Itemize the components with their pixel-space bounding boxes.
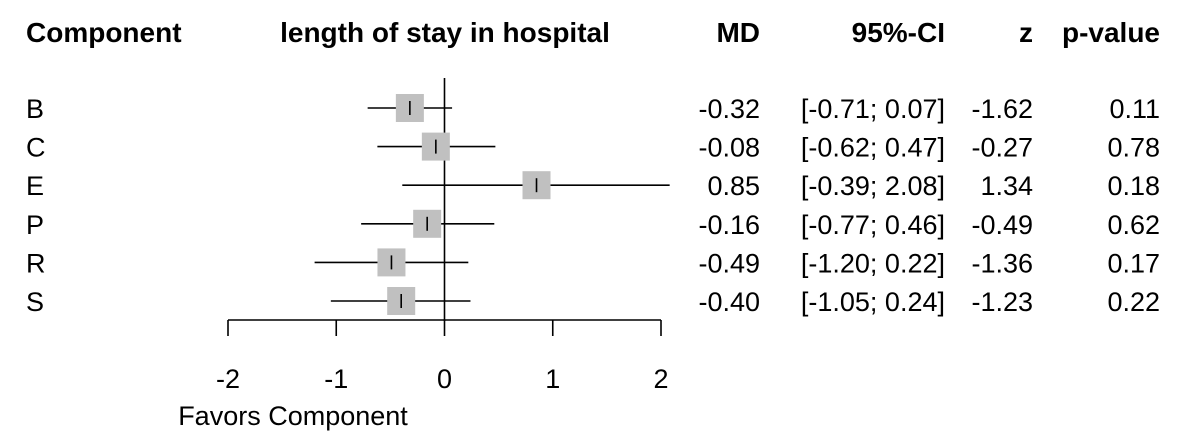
table-row: E 0.85 [-0.39; 2.08] 1.34 0.18 bbox=[26, 171, 1160, 201]
row-label: B bbox=[26, 94, 44, 124]
header-md: MD bbox=[716, 17, 760, 48]
p-value: 0.11 bbox=[1109, 94, 1160, 124]
table-row: P -0.16 [-0.77; 0.46] -0.49 0.62 bbox=[26, 209, 1160, 240]
z-value: -1.23 bbox=[971, 287, 1033, 317]
ci-value: [-0.62; 0.47] bbox=[801, 133, 945, 163]
header-component: Component bbox=[26, 17, 182, 48]
study-rows: B -0.32 [-0.71; 0.07] -1.62 0.11 C -0.08 [-0.62… bbox=[26, 78, 1160, 321]
p-value: 0.78 bbox=[1107, 133, 1160, 163]
x-axis: -2 -1 0 1 2 bbox=[216, 319, 669, 394]
z-value: -0.27 bbox=[971, 133, 1033, 163]
md-value: -0.49 bbox=[698, 248, 760, 278]
md-value: -0.08 bbox=[698, 133, 760, 163]
p-value: 0.18 bbox=[1107, 171, 1160, 201]
row-label: C bbox=[26, 133, 46, 163]
header-z: z bbox=[1019, 17, 1033, 48]
z-value: 1.34 bbox=[980, 171, 1033, 201]
table-row: S -0.40 [-1.05; 0.24] -1.23 0.22 bbox=[26, 287, 1160, 317]
table-row: R -0.49 [-1.20; 0.22] -1.36 0.17 bbox=[26, 248, 1160, 278]
x-tick-label: 1 bbox=[545, 364, 560, 394]
ci-value: [-1.20; 0.22] bbox=[801, 248, 945, 278]
column-headers: Component length of stay in hospital MD … bbox=[26, 17, 1160, 48]
md-value: -0.16 bbox=[698, 210, 760, 240]
x-tick-label: -2 bbox=[216, 364, 240, 394]
header-p-value: p-value bbox=[1062, 17, 1160, 48]
md-value: -0.40 bbox=[698, 287, 760, 317]
row-label: E bbox=[26, 171, 44, 201]
z-value: -1.36 bbox=[971, 248, 1033, 278]
md-value: -0.32 bbox=[698, 94, 760, 124]
z-value: -0.49 bbox=[971, 210, 1033, 240]
ci-value: [-0.77; 0.46] bbox=[801, 210, 945, 240]
ci-value: [-1.05; 0.24] bbox=[801, 287, 945, 317]
x-tick-label: 2 bbox=[653, 364, 668, 394]
x-tick-label: 0 bbox=[437, 364, 452, 394]
row-label: S bbox=[26, 287, 44, 317]
p-value: 0.62 bbox=[1107, 210, 1160, 240]
x-axis-label: Favors Component bbox=[178, 401, 408, 431]
header-plot-title: length of stay in hospital bbox=[280, 17, 610, 48]
row-label: P bbox=[26, 210, 44, 240]
table-row: B -0.32 [-0.71; 0.07] -1.62 0.11 bbox=[26, 94, 1160, 124]
row-label: R bbox=[26, 248, 46, 278]
ci-value: [-0.39; 2.08] bbox=[801, 171, 945, 201]
p-value: 0.22 bbox=[1107, 287, 1160, 317]
header-ci: 95%-CI bbox=[852, 17, 945, 48]
x-tick-label: -1 bbox=[324, 364, 348, 394]
ci-value: [-0.71; 0.07] bbox=[801, 94, 945, 124]
table-row: C -0.08 [-0.62; 0.47] -0.27 0.78 bbox=[26, 132, 1160, 163]
md-value: 0.85 bbox=[707, 171, 760, 201]
p-value: 0.17 bbox=[1107, 248, 1160, 278]
z-value: -1.62 bbox=[971, 94, 1033, 124]
